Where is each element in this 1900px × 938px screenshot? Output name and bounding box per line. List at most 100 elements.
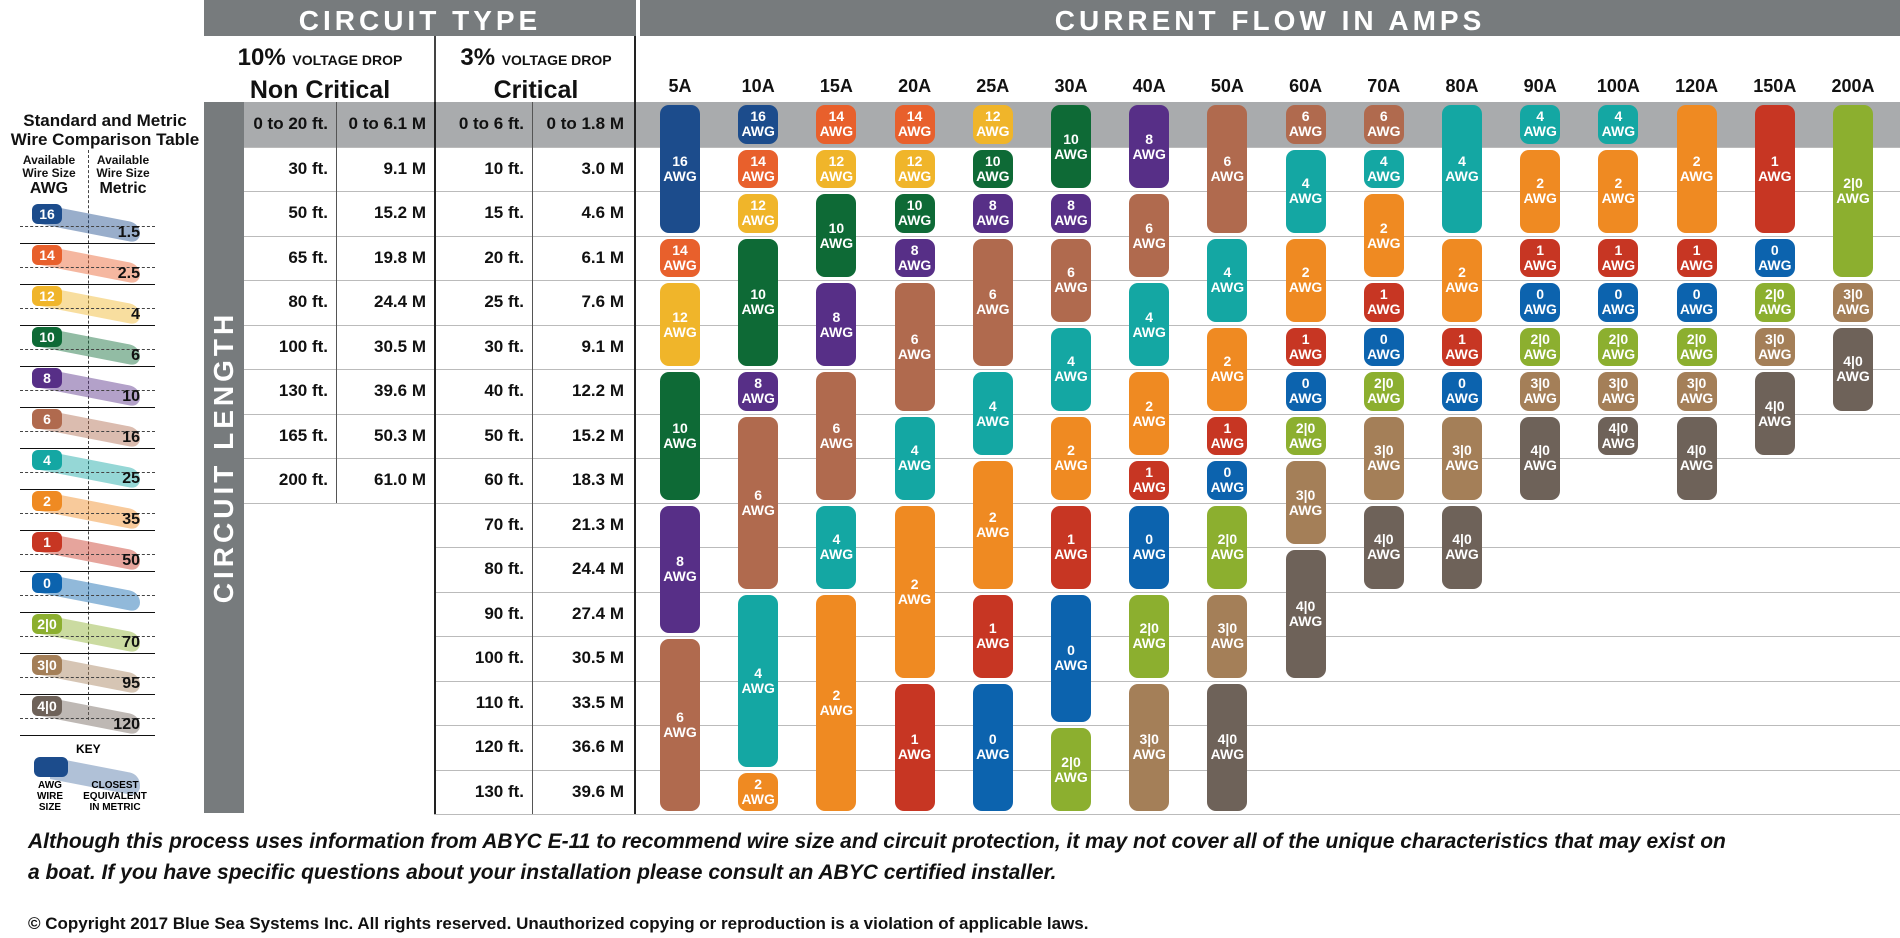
amp-label: 120A <box>1675 76 1719 96</box>
wire-pill-size: 1 <box>910 731 919 748</box>
wire-pill-unit: AWG <box>1523 457 1557 473</box>
wire-pill-unit: AWG <box>897 167 932 184</box>
key-title: KEY <box>76 742 101 756</box>
wire-pill-size: 14 <box>672 241 688 258</box>
wire-pill-12-awg: 12 AWG <box>738 194 779 233</box>
wire-pill-size: 1 <box>1067 531 1075 547</box>
row-line <box>244 191 1900 192</box>
legend-line <box>20 571 155 572</box>
wire-pill-size: 3|0 <box>1452 442 1472 458</box>
wire-pill-size: 4|0 <box>1374 531 1394 547</box>
legend-awg-header: Available Wire Size AWG <box>14 154 84 198</box>
wire-pill-size: 0 <box>988 731 997 748</box>
voltage-drop-10: 10% VOLTAGE DROP Non Critical <box>206 36 436 104</box>
vd10-pct: 10% <box>237 44 286 71</box>
wire-pill-3-0-awg: 3|0 AWG <box>1520 372 1561 411</box>
wire-pill-1-awg: 1 AWG <box>1363 283 1404 322</box>
length-3-m: 39.6 M <box>572 781 624 801</box>
wire-pill-unit: AWG <box>1523 301 1557 318</box>
wire-pill-unit: AWG <box>976 123 1010 140</box>
vd3-type: Critical <box>493 76 579 104</box>
vd3-label: VOLTAGE DROP <box>501 52 612 68</box>
circuit-length-bar: CIRCUIT LENGTH <box>204 102 244 813</box>
legend-awg-badge: 16 <box>32 204 62 224</box>
wire-pill-unit: AWG <box>897 345 932 362</box>
wire-pill-size: 6 <box>1145 219 1154 236</box>
length-3-m: 18.3 M <box>572 470 624 489</box>
wire-pill-unit: AWG <box>1679 345 1714 362</box>
legend-metric-value: 1.5 <box>117 224 140 241</box>
circuit-length-label: CIRCUIT LENGTH <box>208 310 239 604</box>
wire-pill-unit: AWG <box>1679 301 1714 318</box>
wire-pill-size: 3|0 <box>1608 375 1629 392</box>
length-3-ft: 20 ft. <box>484 247 524 267</box>
length-3-ft: 0 to 6 ft. <box>458 114 524 133</box>
wire-pill-size: 3|0 <box>1217 620 1238 636</box>
wire-pill-unit: AWG <box>976 412 1010 429</box>
length-10-m: 50.3 M <box>374 425 426 445</box>
wire-pill-size: 0 <box>1067 642 1075 659</box>
wire-pill-unit: AWG <box>1288 612 1323 629</box>
current-flow-header: CURRENT FLOW IN AMPS <box>640 0 1900 36</box>
vd10-type: Non Critical <box>249 76 391 104</box>
wire-pill-3-0-awg: 3|0 AWG <box>1676 372 1717 411</box>
legend-dash <box>20 677 155 678</box>
wire-pill-size: 2|0 <box>1843 175 1863 191</box>
wire-pill-unit: AWG <box>1054 768 1088 785</box>
wire-pill-size: 8 <box>1145 130 1154 147</box>
wire-pill-0-awg: 0 AWG <box>1676 283 1717 322</box>
wire-pill-unit: AWG <box>819 167 854 184</box>
length-10-m: 15.2 M <box>374 203 426 222</box>
length-10-m: 0 to 6.1 M <box>348 114 426 133</box>
wire-pill-2-0-awg: 2|0 AWG <box>1051 728 1091 811</box>
wire-pill-size: 0 <box>1692 286 1701 303</box>
wire-pill-unit: AWG <box>1758 256 1792 273</box>
col-sep <box>532 102 533 814</box>
wire-pill-6-awg: 6 AWG <box>660 639 700 811</box>
wire-pill-6-awg: 6 AWG <box>1129 194 1170 277</box>
key-awg-swatch <box>34 757 68 777</box>
wire-pill-4-awg: 4 AWG <box>1051 327 1091 411</box>
wire-pill-2-awg: 2 AWG <box>1520 149 1561 233</box>
wire-pill-size: 4 <box>1536 108 1545 125</box>
wire-pill-1-awg: 1 AWG <box>1442 327 1482 366</box>
legend-metric-value: 6 <box>131 347 140 364</box>
wire-pill-unit: AWG <box>1210 635 1245 651</box>
wire-pill-4-0-awg: 4|0 AWG <box>1754 372 1795 455</box>
wire-pill-2-awg: 2 AWG <box>1285 238 1326 322</box>
legend-divider <box>88 150 89 720</box>
legend-line <box>20 284 155 285</box>
wire-pill-size: 1 <box>1458 330 1466 347</box>
wire-pill-size: 0 <box>1458 375 1466 392</box>
wire-pill-4-0-awg: 4|0 AWG <box>1598 416 1639 455</box>
wire-pill-12-awg: 12 AWG <box>972 105 1013 144</box>
row-line <box>434 814 1900 815</box>
length-3-ft: 50 ft. <box>484 425 524 445</box>
wire-pill-10-awg: 10 AWG <box>894 194 935 233</box>
wire-pill-size: 1 <box>1145 464 1154 481</box>
wire-pill-unit: AWG <box>819 434 854 451</box>
wire-pill-size: 4 <box>754 664 763 681</box>
wire-pill-size: 2|0 <box>1295 419 1316 436</box>
wire-pill-unit: AWG <box>663 167 697 184</box>
wire-pill-unit: AWG <box>1210 546 1245 562</box>
wire-pill-unit: AWG <box>1601 301 1636 318</box>
wire-pill-4-0-awg: 4|0 AWG <box>1442 505 1482 589</box>
wire-pill-unit: AWG <box>1054 279 1088 295</box>
row-line <box>244 414 1900 415</box>
wire-pill-1-awg: 1 AWG <box>894 683 935 811</box>
wire-pill-4-0-awg: 4|0 AWG <box>1285 550 1326 678</box>
length-10-m: 24.4 M <box>374 292 426 311</box>
wire-pill-unit: AWG <box>1679 167 1714 184</box>
length-3-ft: 90 ft. <box>484 603 524 623</box>
legend-line <box>20 694 155 695</box>
length-10-ft: 65 ft. <box>288 247 328 267</box>
wire-pill-unit: AWG <box>1054 657 1088 674</box>
amp-label: 10A <box>741 76 775 96</box>
legend-metric-value: 10 <box>122 388 140 405</box>
wire-pill-size: 3|0 <box>1530 375 1550 392</box>
wire-pill-14-awg: 14 AWG <box>894 105 935 144</box>
wire-pill-2-0-awg: 2|0 AWG <box>1676 327 1717 366</box>
wire-pill-unit: AWG <box>1367 123 1401 140</box>
wire-pill-size: 2 <box>1692 152 1701 169</box>
